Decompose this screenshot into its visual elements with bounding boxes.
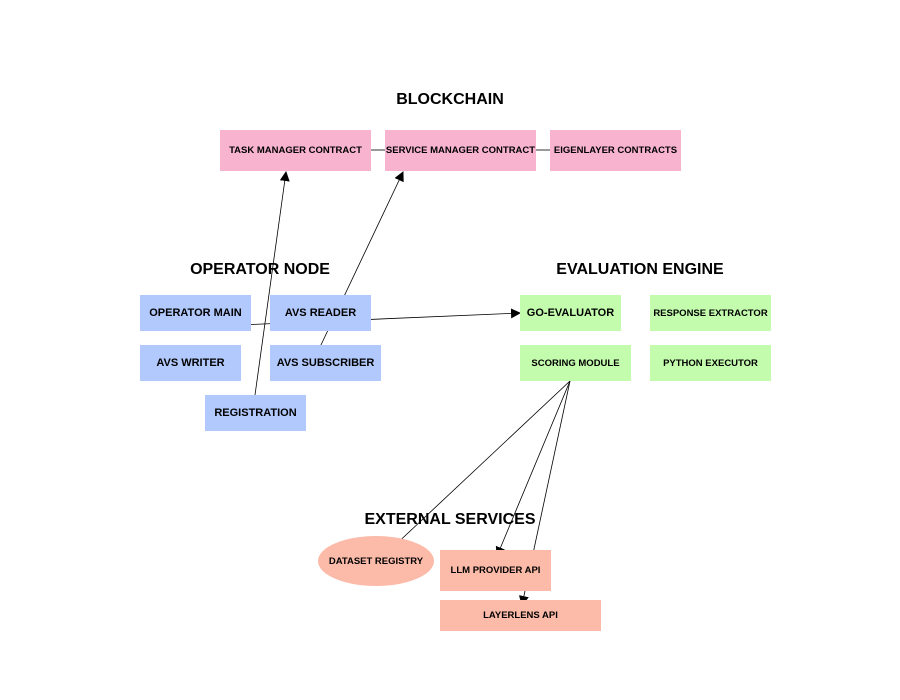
node-python-executor[interactable]: PYTHON EXECUTOR — [650, 345, 771, 381]
group-title-operator-node: OPERATOR NODE — [190, 261, 330, 278]
node-registration[interactable]: REGISTRATION — [205, 395, 306, 431]
node-eigenlayer-contracts[interactable]: EIGENLAYER CONTRACTS — [550, 130, 681, 171]
node-label: AVS READER — [284, 307, 357, 319]
node-go-evaluator[interactable]: GO-EVALUATOR — [520, 295, 621, 331]
node-llm-provider-api[interactable]: LLM PROVIDER API — [440, 550, 551, 591]
node-response-extractor[interactable]: RESPONSE EXTRACTOR — [650, 295, 771, 331]
node-label: DATASET REGISTRY — [328, 555, 424, 567]
edge-scoring-module-to-llm-provider-api — [495, 380, 571, 557]
node-label: OPERATOR MAIN — [149, 307, 242, 319]
node-avs-writer[interactable]: AVS WRITER — [140, 345, 241, 381]
node-task-manager-contract[interactable]: TASK MANAGER CONTRACT — [220, 130, 371, 171]
node-label: TASK MANAGER CONTRACT — [229, 145, 362, 156]
node-label: REGISTRATION — [214, 407, 297, 419]
node-label: GO-EVALUATOR — [526, 307, 615, 319]
node-operator-main[interactable]: OPERATOR MAIN — [140, 295, 251, 331]
node-scoring-module[interactable]: SCORING MODULE — [520, 345, 631, 381]
node-avs-subscriber[interactable]: AVS SUBSCRIBER — [270, 345, 381, 381]
node-layerlens-api[interactable]: LAYERLENS API — [440, 600, 601, 631]
node-label: AVS SUBSCRIBER — [276, 357, 375, 369]
node-label: AVS WRITER — [156, 357, 225, 369]
node-label: EIGENLAYER CONTRACTS — [553, 145, 678, 156]
node-service-manager-contract[interactable]: SERVICE MANAGER CONTRACT — [385, 130, 536, 171]
node-label: PYTHON EXECUTOR — [663, 357, 758, 369]
group-title-evaluation-engine: EVALUATION ENGINE — [556, 261, 724, 278]
node-label: RESPONSE EXTRACTOR — [653, 307, 768, 319]
node-label: LAYERLENS API — [483, 610, 558, 621]
edge-scoring-module-to-dataset-registry — [374, 380, 571, 565]
node-dataset-registry[interactable]: DATASET REGISTRY — [318, 536, 434, 586]
node-label: SERVICE MANAGER CONTRACT — [385, 145, 536, 156]
node-label: SCORING MODULE — [531, 357, 620, 369]
group-title-external-services: EXTERNAL SERVICES — [364, 511, 536, 528]
node-avs-reader[interactable]: AVS READER — [270, 295, 371, 331]
group-title-blockchain: BLOCKCHAIN — [396, 91, 504, 108]
node-label: LLM PROVIDER API — [450, 565, 541, 576]
